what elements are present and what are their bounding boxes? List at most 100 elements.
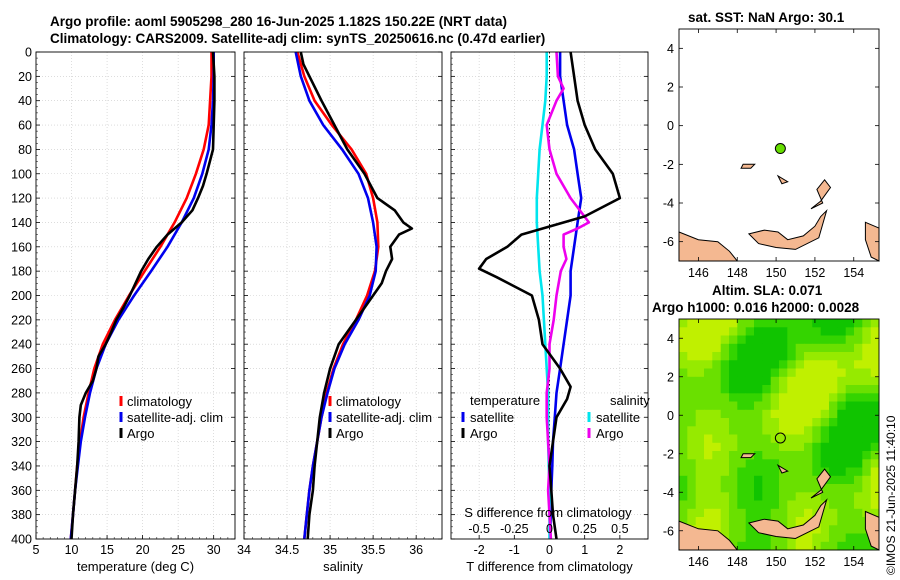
sla-cell xyxy=(854,467,863,477)
sla-cell xyxy=(779,451,788,460)
sla-cell xyxy=(679,327,688,336)
sla-cell xyxy=(737,451,747,460)
sla-cell xyxy=(795,434,805,444)
sla-cell xyxy=(745,368,755,378)
sla-cell xyxy=(854,393,863,402)
y-tick-label: 320 xyxy=(11,435,32,449)
sla-cell xyxy=(787,517,797,526)
sla-cell xyxy=(704,492,713,501)
sla-cell xyxy=(762,426,772,435)
sla-cell xyxy=(829,533,838,543)
sla-cell xyxy=(862,451,872,460)
sla-cell xyxy=(787,335,797,345)
sla-cell xyxy=(720,459,730,468)
sla-cell xyxy=(712,327,722,336)
sla-cell xyxy=(820,533,830,543)
sla-cell xyxy=(687,368,697,378)
sla-cell xyxy=(837,500,847,510)
sla-cell xyxy=(837,434,847,444)
sla-cell xyxy=(779,541,788,551)
y-tick-label: -4 xyxy=(663,486,674,500)
sla-map: 146 148 150 152 154 -6 -4 -2 0 2 4 xyxy=(663,318,880,569)
sla-cell xyxy=(795,484,805,493)
sla-cell xyxy=(679,467,688,477)
sla-cell xyxy=(712,484,722,493)
sla-cell xyxy=(820,525,830,534)
y-tick-label: 0 xyxy=(25,46,32,60)
sla-cell xyxy=(745,376,755,386)
salinity-profile-frame xyxy=(243,51,443,540)
sla-cell xyxy=(745,319,755,328)
sla-cell xyxy=(804,385,813,394)
sla-cell xyxy=(862,343,872,353)
difference-profile-frame xyxy=(450,51,649,540)
sla-cell xyxy=(762,533,772,543)
sla-cell xyxy=(854,376,863,386)
sla-cell xyxy=(745,475,755,485)
sla-cell xyxy=(845,525,855,534)
sla-cell xyxy=(687,475,697,485)
sla-cell xyxy=(870,500,880,510)
sla-cell xyxy=(687,508,697,518)
sla-cell xyxy=(837,327,847,336)
sla-cell xyxy=(854,352,863,361)
sla-cell xyxy=(820,401,830,411)
sla-cell xyxy=(695,418,705,427)
sla-cell xyxy=(812,500,822,510)
sla-cell xyxy=(770,459,780,468)
sla-cell xyxy=(845,401,855,411)
sla-cell xyxy=(829,368,838,378)
sla-cell xyxy=(770,368,780,378)
sla-cell xyxy=(695,368,705,378)
sla-cell xyxy=(837,459,847,468)
sla-cell xyxy=(854,319,863,328)
sla-cell xyxy=(845,451,855,460)
x-tick-label: 35 xyxy=(323,543,337,557)
sla-cell xyxy=(704,368,713,378)
legend-label: satellite-adj. clim xyxy=(127,410,223,425)
sla-cell xyxy=(737,426,747,435)
sla-cell xyxy=(837,467,847,477)
sla-cell xyxy=(795,368,805,378)
temperature-profile: 5 10 15 20 25 3002040608010012014016018020022… xyxy=(11,46,236,574)
x-tick-label: 5 xyxy=(33,543,40,557)
sla-cell xyxy=(754,492,763,501)
sla-cell xyxy=(804,368,813,378)
sla-cell xyxy=(762,401,772,411)
sla-cell xyxy=(845,409,855,419)
sla-cell xyxy=(754,335,763,345)
sla-cell xyxy=(837,360,847,369)
sla-cell xyxy=(762,492,772,501)
sla-cell xyxy=(829,459,838,468)
x-tick-label: 0 xyxy=(546,543,553,557)
sla-cell xyxy=(820,484,830,493)
sla-cell xyxy=(862,434,872,444)
sla-cell xyxy=(687,335,697,345)
sla-cell xyxy=(787,385,797,394)
sla-cell xyxy=(737,442,747,452)
x-tick-label: 146 xyxy=(688,555,709,569)
sla-cell xyxy=(695,500,705,510)
sla-cell xyxy=(737,508,747,518)
sla-cell xyxy=(795,385,805,394)
sla-cell xyxy=(712,393,722,402)
x-tick-label: 154 xyxy=(843,555,864,569)
y-tick-label: 180 xyxy=(11,265,32,279)
sla-cell xyxy=(837,492,847,501)
sla-cell xyxy=(820,434,830,444)
sla-cell xyxy=(770,319,780,328)
sla-cell xyxy=(787,459,797,468)
sla-cell xyxy=(770,376,780,386)
sla-cell xyxy=(754,467,763,477)
sla-cell xyxy=(712,508,722,518)
sla-cell xyxy=(837,508,847,518)
sla-cell xyxy=(779,426,788,435)
sla-cell xyxy=(845,492,855,501)
sla-cell xyxy=(854,343,863,353)
sla-cell xyxy=(737,434,747,444)
sla-cell xyxy=(687,360,697,369)
sla-cell xyxy=(745,508,755,518)
sla-cell xyxy=(720,426,730,435)
sla-cell xyxy=(779,484,788,493)
